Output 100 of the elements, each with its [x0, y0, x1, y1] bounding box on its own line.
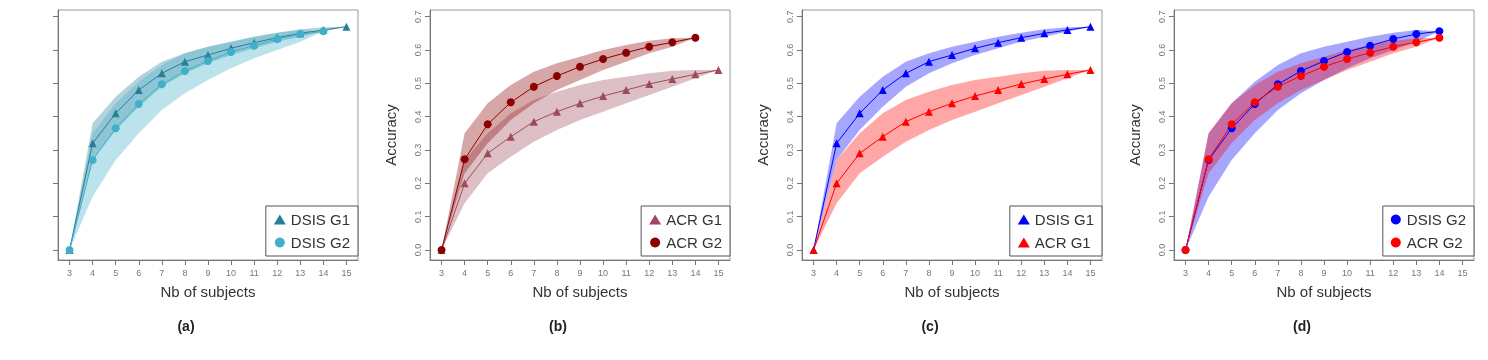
y-tick-label: 0.5 [784, 77, 795, 90]
x-tick-label: 5 [113, 267, 119, 278]
x-axis-title: Nb of subjects [532, 283, 628, 300]
y-tick-label: 0.0 [1156, 243, 1167, 257]
x-tick-label: 7 [1275, 267, 1281, 278]
point [1389, 42, 1398, 51]
y-tick-label: 0.3 [784, 143, 795, 157]
point [1086, 22, 1095, 31]
legend-label: DSIS G1 [1034, 211, 1094, 228]
x-axis-title: Nb of subjects [160, 283, 256, 300]
x-tick-label: 9 [1321, 267, 1327, 278]
y-tick-label: 0.1 [1156, 210, 1167, 223]
point [342, 22, 351, 31]
legend-label: ACR G2 [1406, 234, 1463, 251]
point [924, 107, 933, 116]
x-tick-label: 7 [159, 267, 165, 278]
x-tick-label: 8 [182, 267, 188, 278]
x-tick-label: 3 [67, 267, 73, 278]
x-tick-label: 4 [462, 267, 468, 278]
point [111, 124, 120, 133]
legend-label: DSIS G2 [290, 234, 350, 251]
x-tick-label: 12 [1388, 267, 1399, 278]
y-tick-label: 0.1 [784, 210, 795, 223]
x-tick-label: 13 [1039, 267, 1050, 278]
point [668, 75, 677, 83]
point [994, 86, 1003, 94]
y-tick-label: 0.7 [412, 10, 423, 23]
x-tick-label: 13 [295, 267, 306, 278]
x-tick-label: 15 [1457, 267, 1468, 278]
point [668, 38, 677, 47]
x-tick-label: 9 [949, 267, 955, 278]
point [971, 92, 980, 100]
text: (a) [176, 318, 196, 334]
point [1040, 75, 1049, 83]
x-tick-label: 14 [318, 267, 329, 278]
y-tick-label: 0.0 [784, 243, 795, 257]
y-tick-label: 0.6 [784, 43, 795, 57]
x-tick-label: 6 [1252, 267, 1258, 278]
x-tick-label: 12 [644, 267, 655, 278]
point [460, 155, 469, 164]
legend-label: ACR G2 [666, 234, 723, 251]
point [645, 42, 654, 51]
point [948, 99, 956, 108]
point [994, 38, 1003, 47]
point [645, 80, 654, 88]
x-tick-label: 9 [205, 267, 211, 278]
x-tick-label: 5 [485, 267, 491, 278]
x-tick-label: 3 [811, 267, 817, 278]
x-axis-title: Nb of subjects [1276, 283, 1372, 300]
x-tick-label: 4 [834, 267, 840, 278]
x-tick-label: 11 [993, 267, 1003, 278]
y-axis-title: Accuracy [382, 103, 399, 166]
point [529, 117, 538, 126]
point [714, 66, 723, 74]
x-tick-label: 12 [272, 267, 283, 278]
x-tick-label: 3 [1183, 267, 1189, 278]
point [180, 57, 189, 66]
point [157, 80, 166, 89]
x-tick-label: 15 [341, 267, 352, 278]
legend-label: ACR G1 [666, 211, 723, 228]
point [1389, 35, 1398, 43]
y-tick-label: 0.2 [412, 177, 423, 190]
y-tick-label: 0.7 [784, 10, 795, 23]
x-tick-label: 6 [880, 267, 886, 278]
point [529, 82, 538, 91]
point [622, 86, 631, 94]
point [878, 86, 887, 94]
y-tick-label: 0.6 [412, 43, 423, 57]
point [483, 120, 492, 129]
y-tick-label: 0.3 [1156, 143, 1167, 157]
point [622, 48, 631, 57]
x-tick-label: 7 [531, 267, 537, 278]
y-tick-label: 0.4 [1156, 110, 1167, 123]
point [1343, 48, 1352, 56]
point [1412, 30, 1421, 38]
point [1227, 120, 1236, 129]
x-tick-label: 14 [1434, 267, 1445, 278]
point [1366, 48, 1375, 57]
text: (d) [1292, 318, 1312, 334]
point [1435, 33, 1444, 42]
x-tick-label: 15 [713, 267, 724, 278]
point [1296, 72, 1305, 80]
point [506, 98, 515, 107]
x-tick-label: 7 [903, 267, 909, 278]
x-tick-label: 13 [667, 267, 678, 278]
x-axis-title: Nb of subjects [904, 283, 1000, 300]
text: (b) [548, 318, 568, 334]
x-tick-label: 6 [136, 267, 142, 278]
y-tick-label: 0.4 [412, 110, 423, 123]
legend-label: DSIS G2 [1406, 211, 1466, 228]
point [948, 51, 956, 59]
point [227, 48, 236, 56]
y-tick-label: 0.4 [784, 110, 795, 123]
point [924, 57, 933, 66]
y-axis-title: Accuracy [1126, 103, 1143, 166]
y-axis-title: Accuracy [754, 103, 771, 166]
point [1017, 80, 1026, 88]
x-tick-label: 10 [226, 267, 237, 278]
x-tick-label: 11 [621, 267, 631, 278]
y-tick-label: 0.5 [1156, 77, 1167, 90]
